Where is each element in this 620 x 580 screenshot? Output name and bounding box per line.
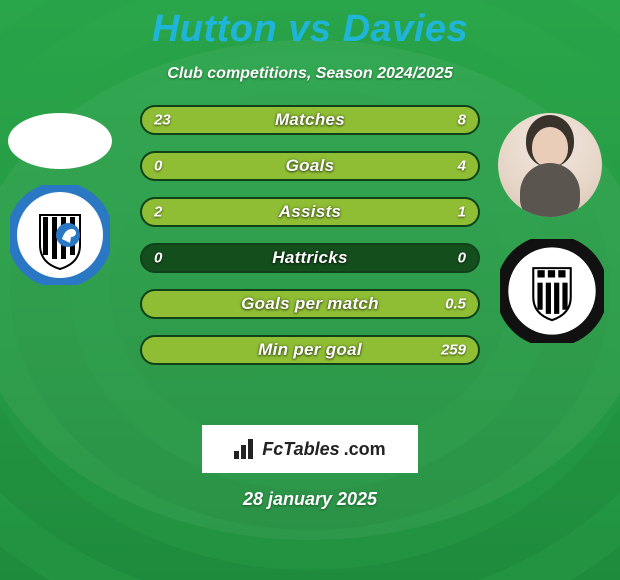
stat-value-right: 8 (458, 112, 466, 129)
stat-row-assists: Assists2 1 (140, 197, 480, 227)
stat-value-right: 0.5 (445, 296, 466, 313)
player-avatar-right (498, 113, 602, 217)
stat-value-right: 259 (441, 342, 466, 359)
stat-label: Min per goal (142, 340, 478, 360)
stat-bars: Matches238Goals04Assists21Hattricks00Goa… (140, 105, 480, 381)
comparison-stage: Matches238Goals04Assists21Hattricks00Goa… (0, 105, 620, 405)
comparison-title: Hutton vs Davies (0, 0, 620, 51)
player-avatar-left (8, 113, 112, 169)
fctables-brand: FcTables.com (202, 425, 418, 473)
stat-row-min-per-goal: Min per goal259 (140, 335, 480, 365)
club-crest-right (500, 239, 604, 343)
stat-label: Goals (142, 156, 478, 176)
bars-logo-icon (234, 439, 258, 459)
stat-value-left: 0 (154, 158, 162, 175)
stat-value-right: 1 (458, 204, 466, 221)
club-crest-left (10, 185, 110, 285)
stat-row-matches: Matches23 8 (140, 105, 480, 135)
stat-value-right: 4 (458, 158, 466, 175)
stat-value-left: 0 (154, 250, 162, 267)
snapshot-date: 28 january 2025 (0, 489, 620, 510)
brand-main: FcTables (262, 439, 339, 460)
stat-value-left: 23 (154, 112, 171, 129)
gillingham-crest-icon (10, 185, 110, 285)
stat-value-right: 0 (458, 250, 466, 267)
stat-label: Matches (142, 110, 478, 130)
stat-label: Assists (142, 202, 478, 222)
stat-label: Goals per match (142, 294, 478, 314)
stat-row-goals-per-match: Goals per match0.5 (140, 289, 480, 319)
stat-row-hattricks: Hattricks0 0 (140, 243, 480, 273)
stat-row-goals: Goals0 4 (140, 151, 480, 181)
season-subtitle: Club competitions, Season 2024/2025 (0, 65, 620, 83)
grimsby-crest-icon (500, 239, 604, 343)
stat-label: Hattricks (142, 248, 478, 268)
brand-suffix: .com (344, 439, 386, 460)
stat-value-left: 2 (154, 204, 162, 221)
